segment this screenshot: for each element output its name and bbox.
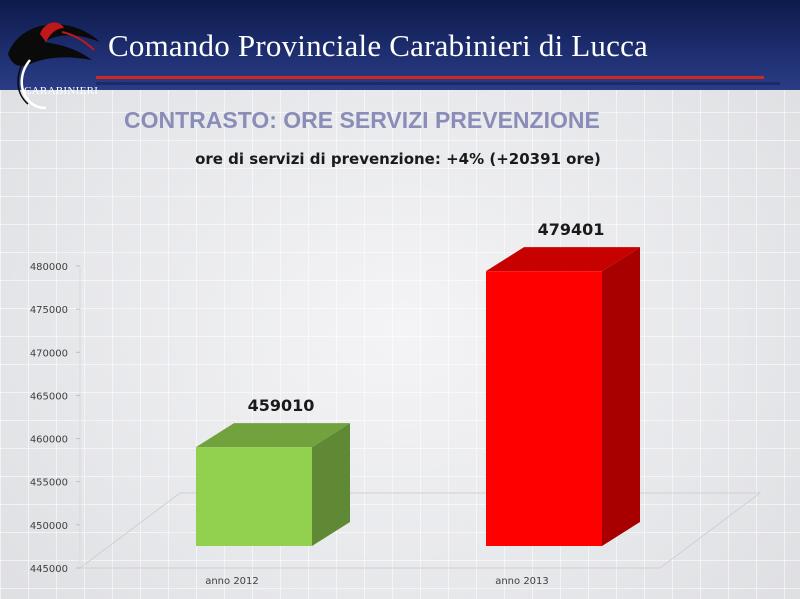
y-tick-label: 475000 [30, 305, 68, 316]
bar-side [602, 247, 640, 546]
bar-1: 459010 [196, 396, 350, 546]
y-tick-label: 445000 [30, 564, 68, 575]
data-label: 479401 [538, 220, 605, 239]
y-axis: 445000 450000 455000 460000 465000 470000 4750… [30, 262, 81, 575]
bar-2: 479401 [486, 220, 640, 546]
bar-front [486, 271, 602, 546]
y-tick-label: 460000 [30, 435, 68, 446]
bar-side [312, 423, 350, 546]
chart-floor-outline [78, 492, 762, 569]
category-label: anno 2012 [205, 576, 259, 587]
header-band [0, 0, 800, 90]
bar-top [196, 423, 350, 448]
data-label: 459010 [248, 396, 315, 415]
x-axis: anno 2012 anno 2013 [205, 576, 549, 587]
y-tick-label: 470000 [30, 348, 68, 359]
y-tick-label: 465000 [30, 391, 68, 402]
bar-chart: ore di servizi di prevenzione: +4% (+203… [30, 150, 762, 587]
carabinieri-logo [8, 22, 100, 110]
header-title: Comando Provinciale Carabinieri di Lucca [108, 28, 648, 63]
chart-floor [78, 492, 762, 569]
chart-title: ore di servizi di prevenzione: +4% (+203… [195, 150, 601, 168]
category-label: anno 2013 [495, 576, 549, 587]
bars: 459010 479401 [196, 220, 640, 546]
slide-title: CONTRASTO: ORE SERVIZI PREVENZIONE [124, 107, 600, 133]
header-rule-red [96, 76, 764, 79]
bar-front [196, 447, 312, 546]
logo-text: CARABINIERI [24, 85, 99, 97]
y-tick-label: 480000 [30, 262, 68, 273]
y-tick-label: 455000 [30, 478, 68, 489]
y-tick-label: 450000 [30, 521, 68, 532]
bar-top [486, 247, 640, 272]
header-rule-navy [96, 82, 780, 85]
